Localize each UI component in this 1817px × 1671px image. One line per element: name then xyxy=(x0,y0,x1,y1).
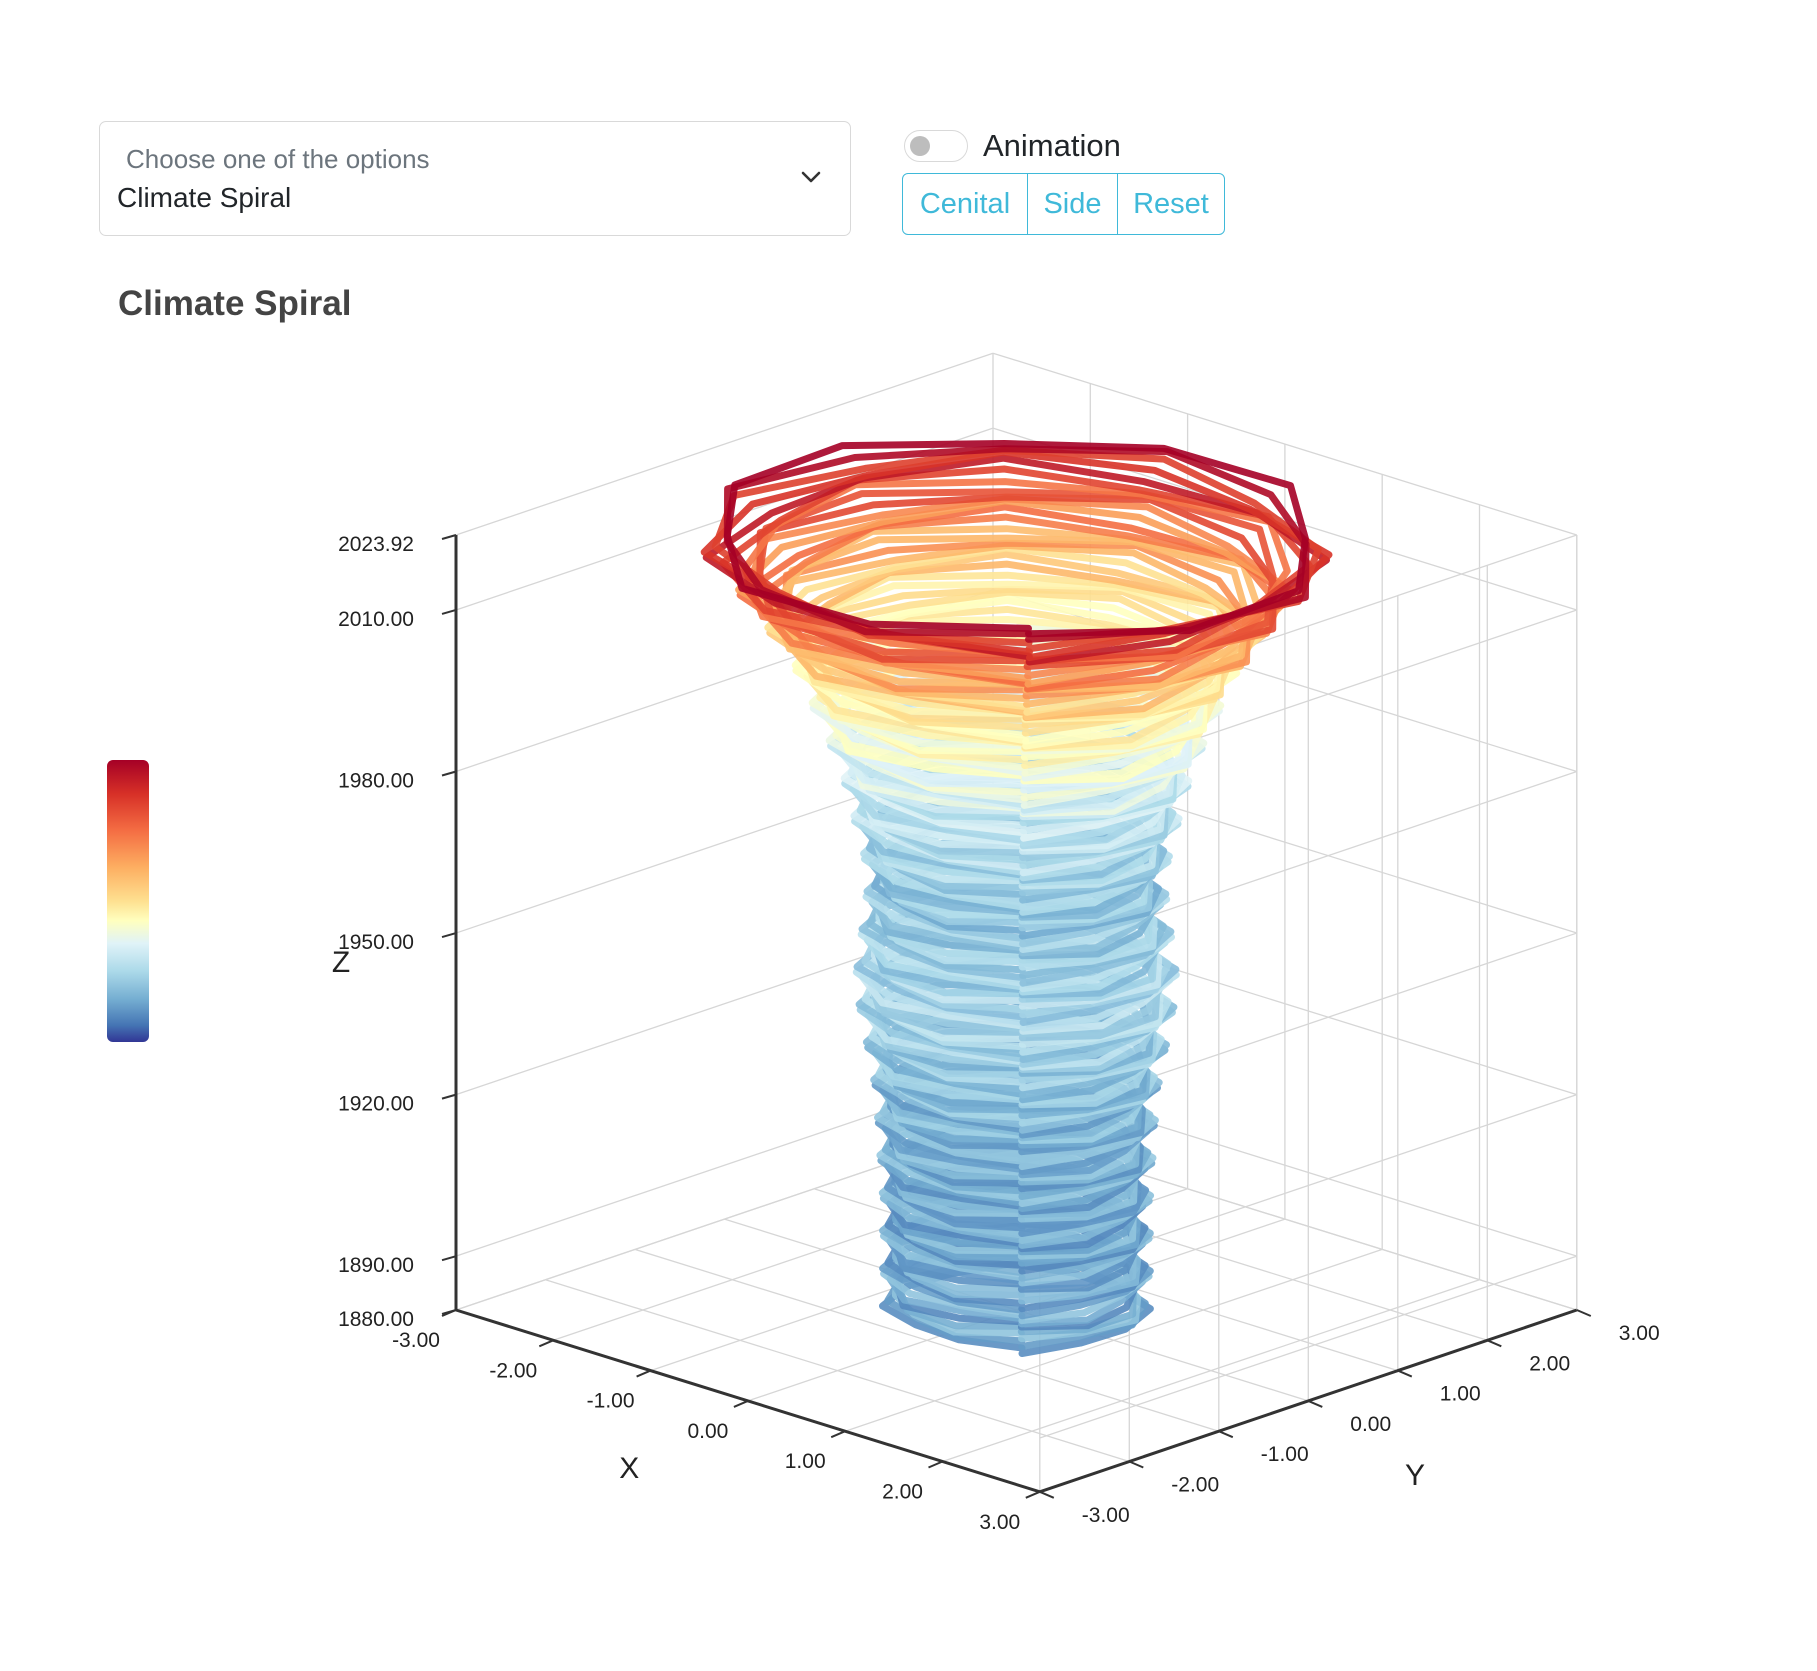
x-tick-label: 3.00 xyxy=(979,1511,1020,1534)
y-tick xyxy=(1307,1399,1323,1408)
z-tick xyxy=(441,608,457,615)
z-tick-label: 1880.00 xyxy=(338,1308,414,1331)
toggle-knob xyxy=(910,136,930,156)
x-tick-label: 1.00 xyxy=(785,1450,826,1473)
view-button-group: Cenital Side Reset xyxy=(902,173,1225,235)
y-tick xyxy=(1039,1490,1055,1499)
x-tick xyxy=(830,1430,846,1439)
x-tick-label: 2.00 xyxy=(882,1481,923,1504)
z-axis-title: Z xyxy=(332,946,350,979)
z-tick-label: 1980.00 xyxy=(338,770,414,793)
grid-line xyxy=(992,352,1577,536)
side-button[interactable]: Side xyxy=(1026,173,1119,235)
y-tick xyxy=(1218,1430,1234,1439)
z-tick xyxy=(441,1093,457,1100)
spiral-ring xyxy=(723,445,1310,643)
spiral-ring xyxy=(797,571,1235,721)
y-tick xyxy=(1486,1339,1502,1348)
y-tick-label: 2.00 xyxy=(1529,1352,1570,1375)
axis-layer xyxy=(441,534,1592,1499)
x-tick xyxy=(538,1339,554,1348)
z-tick xyxy=(441,770,457,777)
grid-line xyxy=(545,1279,1130,1463)
x-tick xyxy=(1025,1490,1041,1499)
x-axis-title: X xyxy=(619,1452,639,1485)
z-tick xyxy=(441,1255,457,1262)
grid-line xyxy=(634,1248,1219,1432)
spiral-ring xyxy=(723,440,1309,638)
x-tick-label: -2.00 xyxy=(489,1359,537,1382)
animation-toggle[interactable] xyxy=(904,130,968,162)
select-value: Climate Spiral xyxy=(117,182,292,213)
spiral-ring xyxy=(818,616,1215,752)
animation-label: Animation xyxy=(983,128,1121,163)
y-tick xyxy=(1128,1460,1144,1469)
z-tick-label: 2023.92 xyxy=(338,533,414,556)
x-tick xyxy=(928,1460,943,1469)
grid-line xyxy=(1039,1255,1578,1439)
spiral-layer xyxy=(700,440,1333,1357)
y-tick xyxy=(1397,1369,1413,1378)
x-tick xyxy=(441,1309,457,1317)
y-axis-title: Y xyxy=(1405,1459,1425,1492)
x-tick xyxy=(733,1399,749,1408)
spiral-ring xyxy=(770,525,1262,692)
reset-button[interactable]: Reset xyxy=(1117,173,1225,235)
y-tick-label: -2.00 xyxy=(1171,1474,1219,1497)
x-tick xyxy=(636,1369,651,1378)
x-tick-label: -3.00 xyxy=(392,1329,440,1352)
x-tick-label: 0.00 xyxy=(687,1420,728,1443)
y-tick-label: 0.00 xyxy=(1350,1413,1391,1436)
z-tick xyxy=(441,534,457,540)
chart-title: Climate Spiral xyxy=(118,284,352,323)
y-tick-label: 3.00 xyxy=(1619,1322,1660,1345)
chart-select[interactable]: Choose one of the options Climate Spiral xyxy=(99,121,851,236)
y-tick-label: -3.00 xyxy=(1082,1504,1130,1527)
y-tick-label: -1.00 xyxy=(1261,1443,1309,1466)
z-tick-label: 1920.00 xyxy=(338,1093,414,1116)
colorbar xyxy=(107,760,149,1042)
x-tick-label: -1.00 xyxy=(587,1390,635,1413)
y-tick xyxy=(1576,1309,1592,1317)
grid-line xyxy=(455,352,994,536)
z-tick xyxy=(441,932,457,939)
label-layer: 1880.00 1890.00 1920.00 1950.00 1980.00 2010.… xyxy=(332,533,1660,1534)
chevron-down-icon[interactable] xyxy=(798,164,824,190)
cenital-button[interactable]: Cenital xyxy=(902,173,1028,235)
z-tick-label: 2010.00 xyxy=(338,608,414,631)
z-tick-label: 1950.00 xyxy=(338,931,414,954)
y-tick-label: 1.00 xyxy=(1440,1383,1481,1406)
z-tick-label: 1890.00 xyxy=(338,1254,414,1277)
spiral-ring xyxy=(741,478,1291,664)
select-placeholder: Choose one of the options xyxy=(126,144,430,174)
